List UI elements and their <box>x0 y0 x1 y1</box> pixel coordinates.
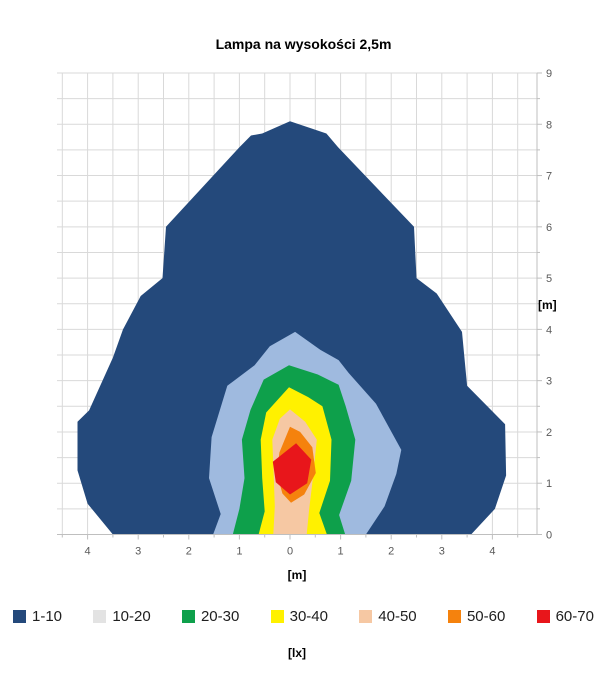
legend: 1-10 10-20 20-30 30-40 40-50 50-60 60-70 <box>0 608 607 625</box>
legend-label: 50-60 <box>466 608 506 625</box>
legend-item-10-20: 10-20 <box>93 608 151 625</box>
y-axis-unit-label: [m] <box>538 298 557 312</box>
legend-label: 60-70 <box>555 608 594 625</box>
legend-swatch <box>13 610 26 623</box>
y-tick-label: 0 <box>546 530 552 542</box>
legend-swatch <box>93 610 107 623</box>
y-tick-label: 5 <box>546 273 552 285</box>
x-tick-label: 1 <box>338 546 344 558</box>
legend-swatch <box>359 610 373 623</box>
legend-label: 40-50 <box>378 608 417 625</box>
y-tick-label: 6 <box>546 222 552 234</box>
legend-swatch <box>270 610 284 623</box>
x-tick-label: 3 <box>135 546 141 558</box>
legend-item-60-70: 60-70 <box>536 608 594 625</box>
legend-swatch <box>181 610 195 623</box>
legend-swatch <box>447 610 461 623</box>
chart-title: Lampa na wysokości 2,5m <box>215 36 392 52</box>
legend-label: 20-30 <box>200 608 240 625</box>
legend-label: 1-10 <box>32 608 63 625</box>
y-tick-label: 1 <box>546 478 552 490</box>
y-tick-label: 4 <box>546 324 552 336</box>
legend-item-1-10: 1-10 <box>13 608 62 625</box>
x-tick-label: 3 <box>439 546 445 558</box>
legend-swatch <box>536 610 550 623</box>
x-tick-label: 4 <box>85 546 91 558</box>
y-tick-label: 9 <box>546 68 552 80</box>
legend-item-50-60: 50-60 <box>447 608 506 625</box>
y-tick-label: 8 <box>546 119 552 131</box>
y-tick-label: 3 <box>546 376 552 388</box>
x-tick-label: 2 <box>388 546 394 558</box>
x-axis-unit-label: [m] <box>287 568 307 582</box>
contour-band-1-10 <box>77 121 507 535</box>
x-tick-label: 2 <box>186 546 192 558</box>
contour-band-60-70 <box>272 443 312 495</box>
legend-unit-label: [lx] <box>288 646 306 660</box>
legend-item-40-50: 40-50 <box>359 608 417 625</box>
x-tick-label: 1 <box>236 546 242 558</box>
legend-label: 30-40 <box>289 608 328 625</box>
y-tick-label: 2 <box>546 427 552 439</box>
legend-item-30-40: 30-40 <box>270 608 328 625</box>
y-tick-label: 7 <box>546 171 552 183</box>
legend-label: 10-20 <box>112 608 151 625</box>
legend-item-20-30: 20-30 <box>181 608 240 625</box>
x-tick-label: 0 <box>287 546 293 558</box>
contour-plot: 4 3 2 1 0 1 2 3 4 0 1 2 3 4 5 6 7 8 9 <box>57 68 552 558</box>
x-tick-label: 4 <box>489 546 495 558</box>
